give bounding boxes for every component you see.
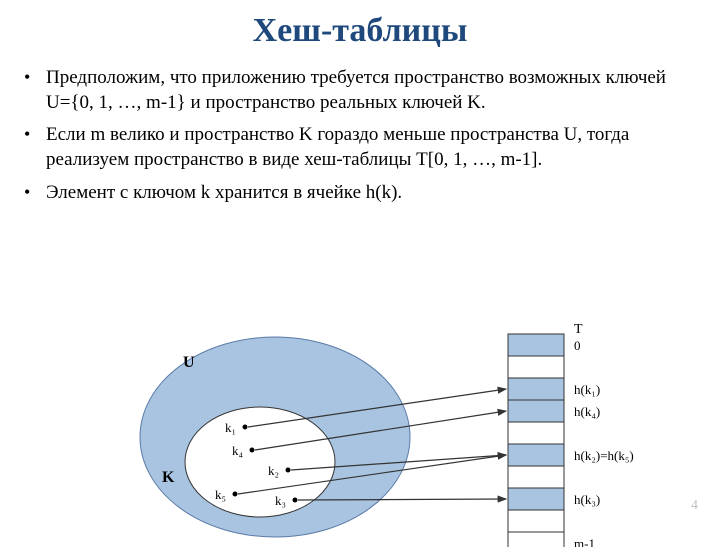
svg-text:h(k₃): h(k₃) xyxy=(574,492,600,507)
svg-text:k₂: k₂ xyxy=(268,463,279,478)
svg-text:k₃: k₃ xyxy=(275,493,286,508)
slide-title: Хеш-таблицы xyxy=(0,12,720,50)
svg-text:k₁: k₁ xyxy=(225,420,236,435)
page-number: 4 xyxy=(691,498,698,514)
svg-text:T: T xyxy=(574,322,583,337)
svg-text:k₅: k₅ xyxy=(215,487,226,502)
hash-diagram: U K T0 h(k₁) h(k₄) h(k₂)=h(k₅) h(k₃) m-1 k₁ k₄ k₂ k… xyxy=(130,322,690,547)
bullet-item: Элемент с ключом k хранится в ячейке h(k… xyxy=(42,181,694,206)
bullet-list: Предположим, что приложению требуется пр… xyxy=(0,66,720,205)
svg-text:U: U xyxy=(183,354,195,371)
svg-text:h(k₁): h(k₁) xyxy=(574,382,600,397)
svg-text:h(k₂)=h(k₅): h(k₂)=h(k₅) xyxy=(574,448,634,463)
bullet-item: Если m велико и пространство K гораздо м… xyxy=(42,123,694,172)
bullet-item: Предположим, что приложению требуется пр… xyxy=(42,66,694,115)
svg-text:K: K xyxy=(162,469,175,486)
svg-text:0: 0 xyxy=(574,338,581,353)
svg-text:k₄: k₄ xyxy=(232,443,244,458)
svg-text:h(k₄): h(k₄) xyxy=(574,404,600,419)
svg-text:m-1: m-1 xyxy=(574,536,595,547)
